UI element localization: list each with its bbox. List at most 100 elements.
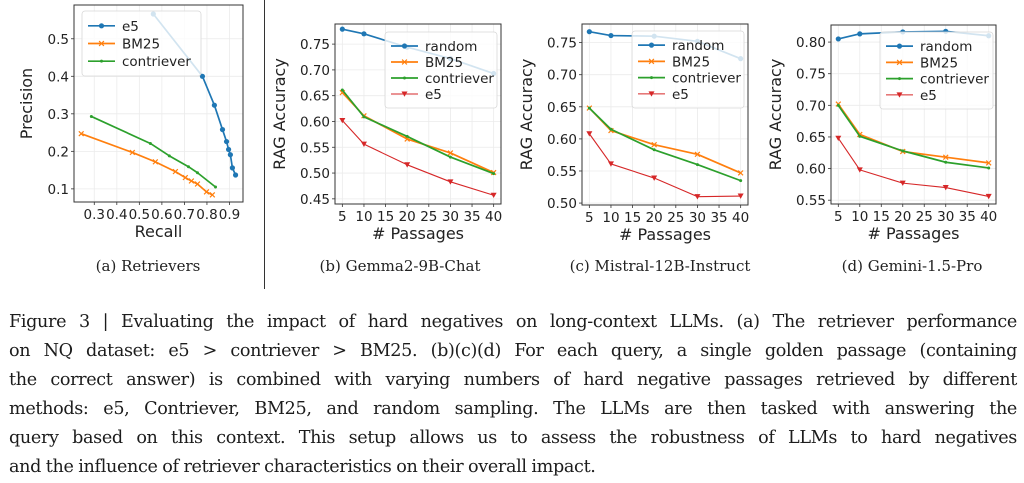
data-point-contriever <box>858 134 862 138</box>
data-point-bm25 <box>737 170 744 176</box>
data-point-contriever <box>901 149 905 153</box>
axes-frame <box>334 23 502 205</box>
data-point-e5 <box>985 193 992 200</box>
data-point-bm25 <box>651 141 658 148</box>
data-point-e5 <box>899 180 906 186</box>
legend-marker-contriever <box>100 59 103 63</box>
x-tick-label: 15 <box>873 209 890 225</box>
caption-line: Figure 3 | Evaluating the impact of hard… <box>9 312 1017 332</box>
legend-marker-random <box>401 43 408 49</box>
y-tick-label: 0.65 <box>547 100 577 116</box>
x-tick-label: 0.3 <box>84 207 105 223</box>
y-tick-label: 0.70 <box>300 63 330 79</box>
y-tick-label: 0.60 <box>796 162 826 178</box>
data-point-e5 <box>447 179 454 185</box>
x-tick-label: 40 <box>732 210 749 226</box>
legend-marker-random <box>896 43 903 49</box>
x-tick-label: 0.9 <box>219 207 240 223</box>
data-point-contriever <box>836 103 840 107</box>
x-tick-label: 10 <box>851 209 868 225</box>
x-tick-label: 0.8 <box>196 207 217 223</box>
series-line-e5 <box>588 133 741 198</box>
y-tick-label: 0.75 <box>547 36 577 52</box>
subcaption-b: (b) Gemma2-9B-Chat <box>319 257 481 275</box>
axes-frame <box>581 23 749 206</box>
caption-line: on NQ dataset: e5 > contriever > BM25. (… <box>9 341 1017 361</box>
x-tick-label: 15 <box>377 209 394 225</box>
data-point-bm25 <box>152 159 159 165</box>
x-tick-label: 5 <box>834 209 843 225</box>
x-tick-label: 30 <box>937 209 954 225</box>
data-point-contriever <box>340 88 344 92</box>
legend-marker-e5 <box>401 91 408 97</box>
data-point-bm25 <box>182 174 189 181</box>
legend-label: e5 <box>672 87 689 103</box>
x-axis-label: Recall <box>135 222 183 241</box>
y-tick-label: 0.60 <box>547 132 577 148</box>
data-point-contriever <box>652 148 656 152</box>
data-point-e5 <box>229 165 236 171</box>
data-point-e5 <box>219 126 226 133</box>
caption-line: query based on this context. This setup … <box>9 428 1017 448</box>
y-axis-label: RAG Accuracy <box>517 59 536 171</box>
y-tick-label: 0.50 <box>300 166 330 182</box>
series-line-contriever <box>90 115 217 188</box>
legend-label: e5 <box>920 88 937 104</box>
subcaption-c: (c) Mistral-12B-Instruct <box>569 257 751 275</box>
subcaption-a: (a) Retrievers <box>95 257 201 275</box>
legend-label: e5 <box>425 87 442 103</box>
legend-marker-random <box>648 42 655 48</box>
legend-label: random <box>672 38 724 54</box>
data-point-bm25 <box>942 154 949 161</box>
caption-line: methods: e5, Contriever, BM25, and rando… <box>9 399 1017 419</box>
x-tick-label: 40 <box>485 209 502 225</box>
y-tick-label: 0.1 <box>48 182 69 198</box>
data-point-random <box>835 36 841 42</box>
x-tick-label: 35 <box>959 209 976 225</box>
series-line-bm25 <box>80 132 213 196</box>
data-point-e5 <box>942 185 949 191</box>
figure-panels: e5 BM25 contriever 0.3 0.4 0.5 0.6 0.7 0.8 0.9 0.1… <box>17 4 997 244</box>
legend-label: BM25 <box>425 55 463 71</box>
x-tick-label: 35 <box>710 210 727 226</box>
data-point-contriever <box>195 171 199 175</box>
y-tick-label: 0.50 <box>547 196 577 212</box>
y-tick-label: 0.70 <box>796 98 826 114</box>
legend-label: contriever <box>425 71 494 87</box>
x-tick-label: 0.4 <box>106 207 127 223</box>
data-point-contriever <box>492 172 496 176</box>
y-tick-label: 0.75 <box>300 37 330 53</box>
data-point-e5 <box>586 131 593 137</box>
data-point-random <box>339 26 345 32</box>
caption-line: the correct answer) is combined with var… <box>9 370 1017 390</box>
data-point-bm25 <box>188 178 195 184</box>
legend-label: BM25 <box>122 37 160 53</box>
x-axis-label: # Passages <box>867 224 959 243</box>
y-tick-label: 0.4 <box>48 69 69 85</box>
x-tick-label: 5 <box>338 209 347 225</box>
data-point-contriever <box>362 115 366 119</box>
legend-label: random <box>425 39 477 55</box>
y-axis-label: Precision <box>17 68 36 139</box>
data-point-e5 <box>694 194 701 200</box>
x-tick-label: 25 <box>667 210 684 226</box>
data-point-bm25 <box>209 192 216 198</box>
data-point-bm25 <box>203 189 210 195</box>
data-point-e5 <box>651 175 658 181</box>
legend-marker-e5 <box>648 91 655 97</box>
x-tick-label: 10 <box>355 209 372 225</box>
legend-label: contriever <box>122 54 191 70</box>
x-tick-label: 0.6 <box>151 207 172 223</box>
x-tick-label: 30 <box>689 210 706 226</box>
data-point-contriever <box>609 127 613 131</box>
y-tick-label: 0.65 <box>300 89 330 105</box>
data-point-bm25 <box>985 160 992 166</box>
x-tick-label: 0.7 <box>174 207 195 223</box>
data-point-e5 <box>211 102 217 108</box>
data-point-random <box>608 32 614 39</box>
y-tick-label: 0.65 <box>796 130 826 146</box>
data-point-e5 <box>404 162 411 168</box>
data-point-bm25 <box>172 168 179 175</box>
data-point-contriever <box>148 141 152 145</box>
